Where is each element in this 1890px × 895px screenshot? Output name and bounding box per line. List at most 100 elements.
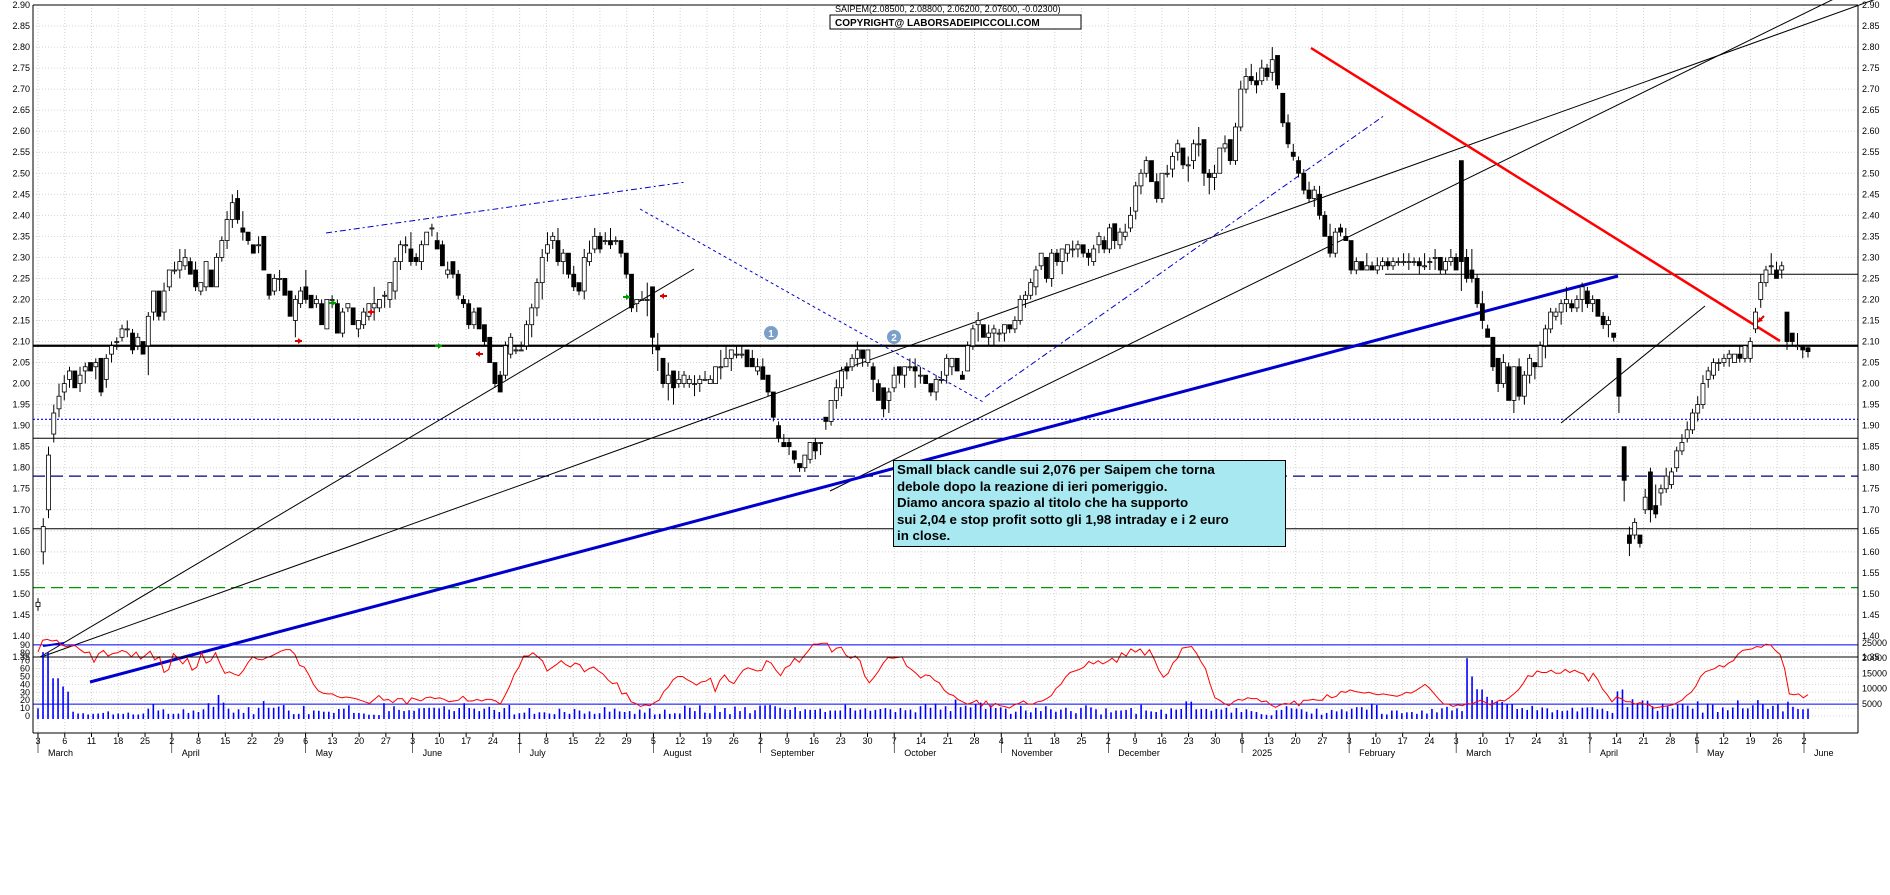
osc-tick-label: 10 [20,703,30,713]
candle-body [355,320,361,330]
candle-body [959,374,965,380]
candle-body [140,341,146,355]
candle-body [839,370,844,389]
candle-body [539,256,545,284]
candle [1579,282,1585,313]
x-month-label: December [1118,748,1160,758]
candle [1049,248,1055,287]
candle-body [571,273,577,288]
candle [497,370,503,393]
candle [361,307,367,329]
candle-body [865,349,871,363]
price-tick-label-left: 1.90 [12,421,30,431]
candle-body [461,299,466,305]
candle [292,295,298,338]
candle [644,282,650,317]
candle [692,375,697,397]
candle-body [1091,248,1097,262]
candle-body [1338,227,1343,233]
candle [702,370,708,381]
candle-body [770,391,776,418]
candle [1374,257,1380,275]
x-day-tick-label: 23 [836,736,846,746]
candle-body [98,357,104,393]
candle [1185,156,1191,182]
candle [1017,295,1023,325]
candle-body [376,299,382,309]
volume-tick-label: 5000 [1862,699,1882,709]
candle [1075,240,1081,258]
candle-body [72,370,78,389]
candle [965,341,971,372]
candle [1007,324,1013,334]
candle [1779,261,1785,279]
candle [1695,396,1701,422]
candle [77,366,83,392]
candle-body [902,366,908,376]
candle [1711,358,1716,380]
candle-body [1212,172,1217,178]
candle-body [560,252,566,262]
x-day-tick-label: 8 [196,736,201,746]
candle [1327,223,1333,258]
candle-body [492,362,498,384]
candle-body [1007,324,1013,330]
candle-body [1017,299,1023,321]
candle [350,307,356,326]
candle-body [1621,446,1627,481]
candle-body [324,299,330,330]
candle [760,358,766,380]
candle-body [35,601,41,607]
price-tick-label-left: 2.70 [12,84,30,94]
candle [1096,232,1102,254]
candle [482,324,487,346]
candle-body [1711,362,1716,376]
candle [1548,307,1554,334]
candle-body [371,303,377,309]
candle-body [130,332,135,351]
candle-body [434,240,440,250]
price-tick-label-right: 1.85 [1862,442,1880,452]
candle [88,362,93,372]
candle-body [734,353,739,356]
candle-body [1107,227,1112,250]
candle [1385,257,1391,271]
candle-body [1317,193,1322,216]
candle [93,358,99,380]
candle [103,354,109,388]
candle [51,404,57,443]
x-day-tick-label: 9 [785,736,790,746]
candle-body [592,235,598,250]
candle-body [219,240,225,258]
candle-body [240,227,246,233]
candle [891,366,897,392]
candle [1395,257,1401,266]
candle-body [944,357,950,376]
candle-body [1075,244,1081,250]
candle-body [1406,261,1412,263]
candle-body [965,345,971,372]
candle [1590,295,1596,313]
candle-body [587,252,592,262]
candle-body [1669,471,1674,485]
price-tick-label-left: 2.30 [12,252,30,262]
price-tick-label-right: 2.70 [1862,84,1880,94]
candle-body [1332,231,1338,254]
candle-body [812,442,818,452]
candle [1143,156,1149,178]
price-tick-label-left: 2.50 [12,168,30,178]
price-tick-label-right: 1.75 [1862,484,1880,494]
candle-body [1511,366,1517,401]
candle-body [896,366,902,376]
x-day-tick-label: 19 [702,736,712,746]
candle-body [697,378,703,384]
candle [744,349,750,368]
x-day-tick-label: 18 [1050,736,1060,746]
price-tick-label-right: 2.30 [1862,252,1880,262]
candle [1500,354,1506,388]
candle-body [1642,496,1648,511]
candle-body [1138,172,1144,187]
candle-body [1590,299,1596,305]
candle-body [1453,256,1459,271]
candle-body [1422,265,1427,268]
